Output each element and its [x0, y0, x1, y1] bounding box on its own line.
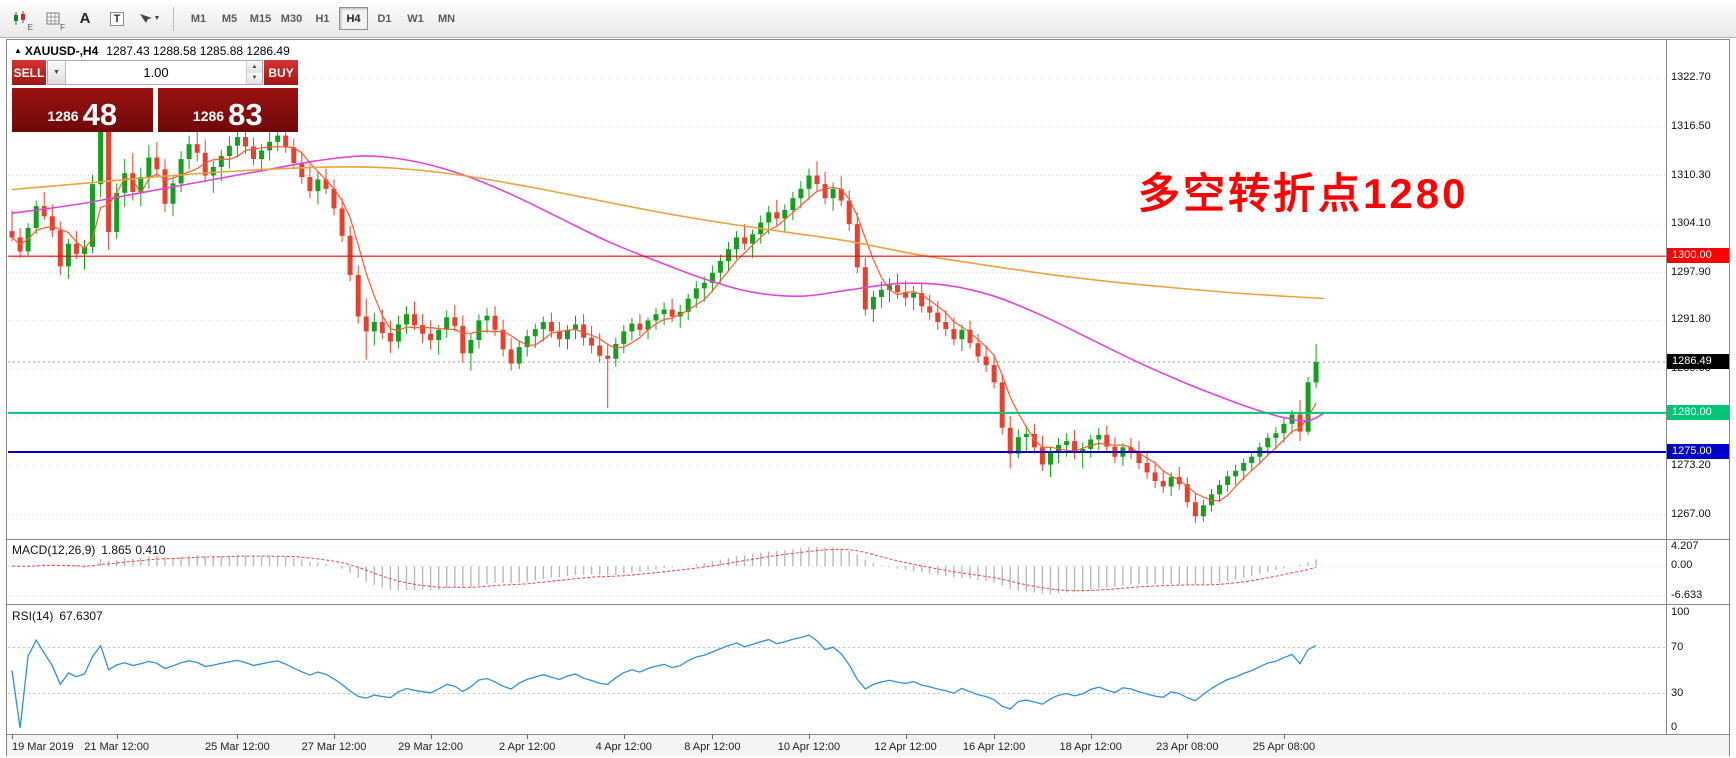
timeframe-button-W1[interactable]: W1	[407, 12, 424, 25]
grid-icon	[46, 12, 59, 24]
candlestick-icon	[14, 11, 25, 25]
timeframe-button-M5[interactable]: M5	[221, 12, 238, 25]
text-a-icon: A	[79, 10, 91, 27]
volume-increase-button[interactable]: ▲	[247, 61, 262, 73]
pane-divider[interactable]	[7, 604, 1729, 605]
grid-button[interactable]: F	[38, 5, 68, 33]
time-axis-tick	[430, 735, 432, 739]
time-axis-tick	[994, 735, 996, 739]
chart-annotation-text: 多空转折点1280	[1138, 170, 1469, 217]
time-axis-label: 8 Apr 12:00	[684, 741, 741, 753]
time-axis-label: 4 Apr 12:00	[595, 741, 652, 753]
timeframe-button-H4[interactable]: H4	[339, 7, 368, 30]
macd-pane[interactable]	[8, 540, 1666, 604]
rsi-pane[interactable]	[8, 605, 1666, 734]
rsi-value: 67.6307	[59, 609, 103, 623]
macd-label: MACD(12,26,9) 1.865 0.410	[12, 543, 165, 557]
grid-sub-label: F	[60, 22, 65, 32]
time-axis-tick	[1090, 735, 1092, 739]
time-axis-tick	[712, 735, 714, 739]
chart-type-sub-label: E	[27, 22, 33, 32]
volume-decrease-button[interactable]: ▼	[247, 72, 262, 84]
price-pane[interactable]	[8, 40, 1666, 539]
time-axis-tick	[116, 735, 118, 739]
one-click-trading-panel: SELL ▼ ▲ ▼ BUY 1286 48 1286 83	[12, 60, 298, 132]
text-t-icon: T	[109, 11, 125, 26]
macd-signal-value: 0.410	[135, 543, 166, 557]
time-axis-label: 2 Apr 12:00	[499, 741, 556, 753]
chart-type-button[interactable]: E	[6, 5, 36, 33]
toolbar: E F A T ▼ M1 M5 M15 M30 H1 H4 D1 W1 MN	[0, 0, 1736, 38]
dropdown-caret-icon: ▼	[153, 15, 161, 22]
volume-stepper: ▲ ▼	[246, 61, 262, 84]
collapse-panel-icon[interactable]: ▲	[14, 46, 22, 55]
time-axis[interactable]: 19 Mar 2019 21 Mar 12:00 25 Mar 12:00 27 Ma…	[7, 735, 1729, 756]
cursor-icon	[139, 13, 152, 23]
rsi-name: RSI(14)	[12, 609, 54, 623]
time-axis-tick	[905, 735, 907, 739]
buy-price-main: 1286	[192, 108, 225, 124]
volume-field-group: ▼ ▲ ▼	[47, 60, 263, 85]
time-axis-label: 23 Apr 08:00	[1156, 741, 1219, 753]
sell-price-main: 1286	[47, 108, 79, 124]
time-axis-tick	[1187, 735, 1189, 739]
time-axis-label: 21 Mar 12:00	[84, 741, 150, 753]
time-axis-label: 12 Apr 12:00	[874, 741, 937, 753]
sell-price-pips: 48	[82, 97, 118, 133]
time-axis-tick	[12, 735, 13, 739]
volume-input[interactable]	[66, 61, 246, 84]
volume-dropdown-button[interactable]: ▼	[48, 61, 66, 84]
symbol-name: XAUUSD-,H4	[24, 44, 99, 58]
time-axis-label: 18 Apr 12:00	[1059, 741, 1122, 753]
rsi-label: RSI(14) 67.6307	[12, 609, 103, 623]
buy-price-display[interactable]: 1286 83	[157, 88, 298, 133]
time-axis-label: 25 Mar 12:00	[204, 741, 270, 753]
time-axis-label: 27 Mar 12:00	[301, 741, 367, 753]
time-axis-label: 10 Apr 12:00	[777, 741, 841, 753]
time-axis-tick	[623, 735, 625, 739]
macd-name: MACD(12,26,9)	[12, 543, 96, 557]
toolbar-separator	[173, 6, 174, 31]
pane-divider[interactable]	[7, 539, 1729, 540]
buy-price-pips: 83	[228, 97, 263, 133]
ohlc-readout: 1287.43 1288.58 1285.88 1286.49	[106, 44, 290, 58]
timeframe-group: M1 M5 M15 M30 H1 H4 D1 W1 MN	[183, 7, 462, 30]
time-axis-label: 19 Mar 2019	[12, 741, 74, 753]
time-axis-tick	[527, 735, 529, 739]
timeframe-button-M1[interactable]: M1	[190, 12, 207, 25]
time-axis-tick	[808, 735, 810, 739]
time-axis-tick	[1283, 735, 1285, 739]
time-axis-tick	[237, 735, 239, 739]
cursor-dropdown-button[interactable]: ▼	[134, 5, 164, 33]
time-axis-label: 29 Mar 12:00	[398, 741, 464, 753]
symbol-header: ▲ XAUUSD-,H4 1287.43 1288.58 1285.88 1286.…	[14, 44, 290, 58]
insert-text-button[interactable]: A	[70, 5, 100, 33]
macd-main-value: 1.865	[101, 543, 132, 557]
sell-price-display[interactable]: 1286 48	[12, 88, 153, 132]
dropdown-caret-icon: ▼	[53, 69, 60, 76]
price-axis-border	[1666, 40, 1667, 735]
text-label-button[interactable]: T	[102, 5, 132, 33]
timeframe-button-H1[interactable]: H1	[315, 12, 330, 25]
pane-divider	[7, 734, 1729, 735]
timeframe-button-MN[interactable]: MN	[437, 12, 456, 25]
sell-button[interactable]: SELL	[12, 60, 46, 85]
time-axis-label: 25 Apr 08:00	[1252, 741, 1316, 753]
time-axis-label: 16 Apr 12:00	[962, 741, 1026, 753]
timeframe-button-M15[interactable]: M15	[249, 12, 272, 25]
timeframe-button-D1[interactable]: D1	[377, 12, 392, 25]
timeframe-button-M30[interactable]: M30	[280, 12, 303, 25]
time-axis-tick	[334, 735, 335, 739]
buy-button[interactable]: BUY	[264, 60, 298, 85]
